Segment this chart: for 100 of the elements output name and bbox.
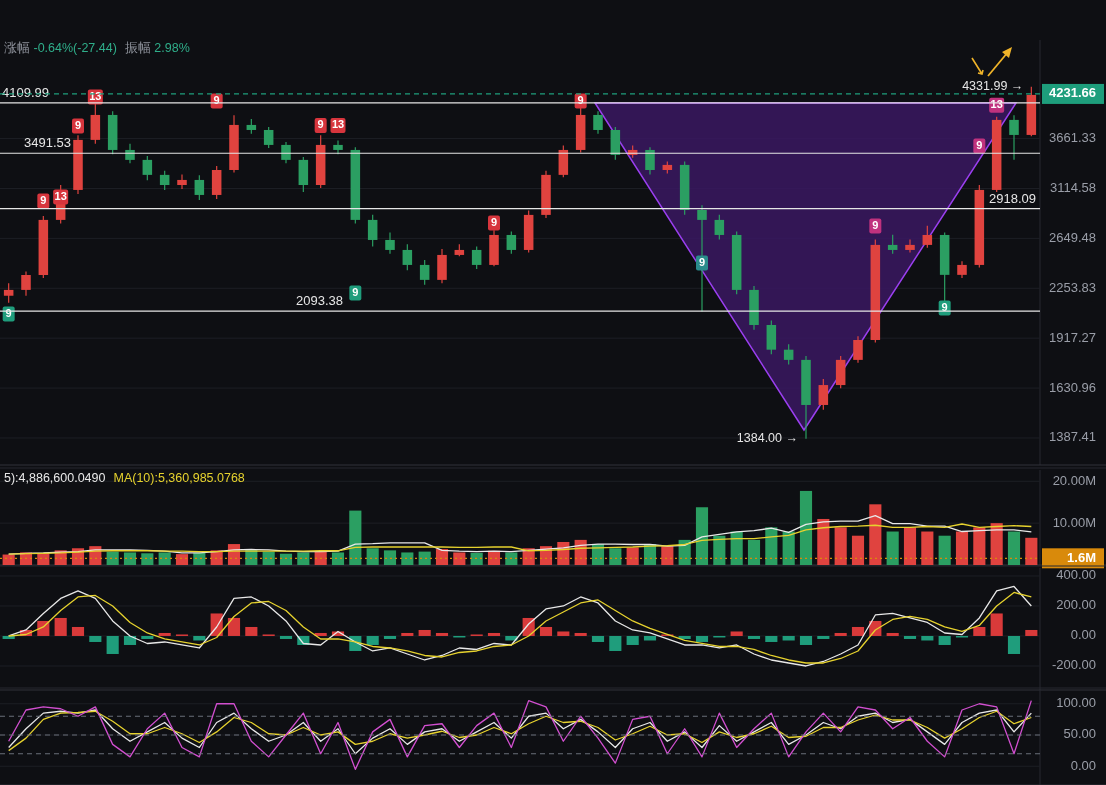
bar (401, 552, 414, 565)
bar (834, 527, 847, 565)
y-tick-label: -200.00 (1051, 657, 1096, 673)
bar (453, 552, 466, 565)
annotation: 5):4,886,600.0490 (4, 471, 106, 485)
y-tick-label: 1630.96 (1049, 379, 1096, 395)
bar (609, 635, 622, 651)
bar (921, 531, 934, 565)
bar (435, 632, 449, 636)
point: 9 (869, 218, 882, 234)
bar (1025, 537, 1038, 565)
bar (505, 552, 518, 565)
bar (574, 632, 587, 636)
y-tick-label: 0.00 (1070, 627, 1096, 643)
point: 9 (72, 118, 84, 134)
bar (765, 527, 778, 565)
bar (418, 629, 431, 636)
bar (366, 548, 379, 565)
bar (383, 550, 397, 565)
bar (2, 635, 15, 639)
bar (834, 632, 847, 636)
bar (71, 626, 85, 636)
y-tick-label: 100.00 (1056, 695, 1096, 711)
bar (89, 635, 102, 642)
bar (695, 507, 709, 565)
bar (747, 635, 761, 639)
bar (851, 626, 865, 636)
annotation: 涨幅 -0.64%(-27.44) (4, 41, 117, 55)
y-tick-label: 1387.41 (1049, 429, 1096, 445)
bar (990, 613, 1003, 636)
bar (678, 635, 691, 639)
bar (886, 531, 899, 565)
point: 9 (349, 285, 362, 301)
ref-line-label: 4109.99 (2, 84, 49, 100)
bar (609, 548, 622, 565)
bar (1025, 629, 1038, 636)
bar (158, 632, 171, 636)
bar (799, 490, 813, 565)
bar (557, 631, 570, 636)
bar (799, 635, 813, 645)
bar (245, 626, 258, 636)
bar (418, 551, 431, 565)
bar (158, 552, 171, 565)
point: 13 (53, 189, 69, 205)
bar (175, 554, 189, 565)
y-tick-label: 3114.58 (1049, 179, 1096, 195)
y-tick-label: 400.00 (1056, 567, 1096, 583)
bar (626, 635, 639, 645)
bar (1007, 635, 1021, 654)
bar (730, 531, 743, 565)
bar (973, 626, 986, 636)
y-tick-label: 20.00M (1052, 472, 1096, 488)
annotation: 1384.00 → (736, 431, 798, 446)
bar (227, 617, 241, 636)
bar (279, 635, 293, 639)
bar (591, 635, 605, 642)
bar (366, 635, 379, 645)
bar (765, 635, 778, 642)
y-tick-label: 3661.33 (1049, 130, 1096, 146)
annotation: 4331.99 → (962, 79, 1024, 93)
bar (141, 635, 154, 639)
point: 9 (973, 138, 986, 154)
bar (262, 551, 275, 565)
bar (193, 552, 206, 565)
bar (851, 535, 865, 565)
ref-line-label: 1.6M (1067, 549, 1096, 565)
bar (713, 535, 726, 565)
bar (106, 551, 119, 565)
bar (782, 531, 795, 565)
bar (487, 632, 501, 636)
y-tick-label: 50.00 (1063, 726, 1096, 742)
bar (349, 510, 362, 565)
bar (990, 523, 1003, 565)
bar (903, 635, 917, 639)
line-series (8, 699, 1032, 771)
line-series (8, 523, 1032, 555)
bar (747, 539, 761, 565)
bar (2, 554, 15, 565)
ref-line-label: 2918.09 (989, 190, 1036, 206)
bar (383, 635, 397, 639)
bar (730, 631, 743, 636)
bar (141, 553, 154, 565)
bar (955, 531, 969, 565)
bar (539, 626, 553, 636)
bar (869, 504, 882, 565)
bar (973, 527, 986, 565)
bar (279, 553, 293, 565)
bar (470, 552, 483, 565)
bar (886, 632, 899, 636)
bar (938, 535, 951, 565)
bar (1007, 531, 1021, 565)
bar (626, 547, 639, 565)
y-tick-label: 10.00M (1052, 514, 1096, 530)
bar (401, 632, 414, 636)
y-tick-label: 1917.27 (1049, 329, 1096, 345)
bar (314, 632, 327, 636)
bar (54, 617, 67, 636)
ref-line-label: 4231.66 (1049, 85, 1096, 101)
bar (297, 552, 310, 565)
point: 9 (696, 255, 708, 271)
